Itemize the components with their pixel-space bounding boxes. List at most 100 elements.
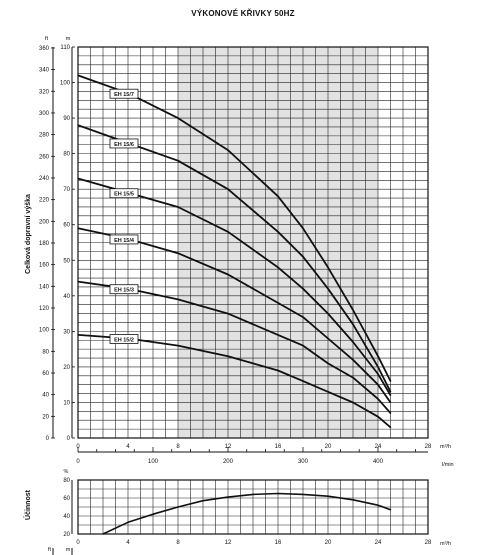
y-tick-label-ft: 320 [39,89,50,95]
m-unit-label: m [66,36,71,42]
efficiency-point [277,492,279,495]
series-point-2 [327,288,329,290]
efficiency-point [352,499,354,501]
series-point-4 [77,227,79,229]
series-point-3 [277,266,279,269]
series-point-6 [227,355,229,357]
chart-title: VÝKONOVÉ KŘIVKY 50HZ [191,9,294,18]
y-tick-label-ft: 360 [39,46,50,52]
efficiency-x-unit-label: m³/h [440,541,451,547]
series-point-4 [389,401,392,404]
series-point-1 [327,266,329,269]
series-point-3 [327,312,329,315]
series-point-1 [377,355,379,357]
series-point-2 [389,391,392,393]
series-point-6 [352,401,354,404]
y-tick-label-m: 0 [67,436,71,442]
series-point-5 [327,362,329,365]
efficiency-point [327,495,329,497]
series-point-1 [389,380,392,382]
series-point-3 [302,288,304,290]
efficiency-series-line [102,492,391,535]
series-point-4 [227,273,229,276]
efficiency-point [202,500,204,502]
ft-unit-label: ft [45,36,49,42]
series-point-6 [327,391,329,393]
series-point-4 [352,359,354,361]
series-point-5 [227,312,229,315]
series-point-4 [277,302,279,304]
y-tick-label-ft: 100 [39,328,50,334]
series-line-1 [77,74,392,382]
curve-label-3: EH 15/5 [114,192,134,198]
series-point-2 [77,124,79,126]
series-point-2 [277,231,279,233]
series-point-1 [227,149,229,151]
series-line-4 [77,227,392,404]
series-point-1 [77,74,79,77]
plot-frame [77,46,429,439]
eff-y-tick-label: 60 [63,496,70,502]
efficiency-point [227,496,229,498]
eff-x-tick-label: 0 [76,540,80,546]
series-point-5 [177,298,179,301]
series-point-6 [77,334,79,336]
y-tick-label-ft: 340 [39,68,50,74]
y-tick-label-m: 20 [63,365,70,371]
series-point-6 [177,344,179,347]
series-point-6 [389,426,392,429]
series-point-4 [302,316,304,318]
y-axis-title: Celková dopravní výška [25,194,32,274]
efficiency-point [177,506,179,508]
y-tick-label-ft: 80 [42,349,49,355]
efficiency-point [389,509,392,511]
y-tick-label-ft: 40 [42,393,49,399]
y-tick-label-m: 80 [63,152,70,158]
y-tick-label-m: 30 [63,329,70,335]
series-point-6 [277,369,279,372]
bottom-m-unit-label: m [66,547,71,553]
x-tick-label-m3h: 20 [325,444,332,450]
series-point-6 [302,380,304,382]
x-tick-label-m3h: 28 [425,444,432,450]
y-tick-label-ft: 20 [42,414,49,420]
y-tick-label-m: 50 [63,258,70,264]
y-tick-label-ft: 280 [39,133,50,139]
y-tick-label-m: 90 [63,116,70,122]
series-point-5 [302,344,304,347]
y-tick-label-m: 10 [63,400,70,406]
efficiency-point [102,533,104,535]
x-tick-label-lmin: 100 [148,459,159,465]
series-point-2 [227,188,229,190]
efficiency-point [302,493,304,496]
series-point-6 [377,415,379,418]
series-point-2 [352,323,354,325]
series-point-1 [177,117,179,119]
y-tick-label-ft: 300 [39,111,50,117]
curve-label-4: EH 15/4 [114,238,135,244]
series-point-1 [302,227,304,229]
eff-x-tick-label: 28 [425,540,432,546]
series-point-5 [77,280,79,283]
y-tick-label-ft: 260 [39,154,50,160]
curve-label-1: EH 15/7 [114,92,134,98]
eff-y-tick-label: 80 [63,478,70,484]
series-line-3 [77,177,392,396]
y-tick-label-ft: 140 [39,284,50,290]
eff-y-tick-label: 20 [63,532,70,538]
x-tick-label-lmin: 0 [76,459,80,465]
eff-plot-frame [77,479,429,535]
x-tick-label-lmin: 400 [373,459,384,465]
y-tick-label-ft: 180 [39,241,50,247]
x-tick-label-m3h: 4 [126,444,130,450]
series-point-2 [377,366,379,368]
curve-label-6: EH 15/2 [114,337,134,343]
series-point-2 [302,256,304,258]
series-point-3 [227,231,229,233]
y-tick-label-m: 40 [63,294,70,300]
y-tick-label-ft: 60 [42,371,49,377]
efficiency-axis-title: Účinnost [23,489,32,520]
curve-label-box-3 [109,188,139,199]
curve-label-2: EH 15/6 [114,142,134,148]
